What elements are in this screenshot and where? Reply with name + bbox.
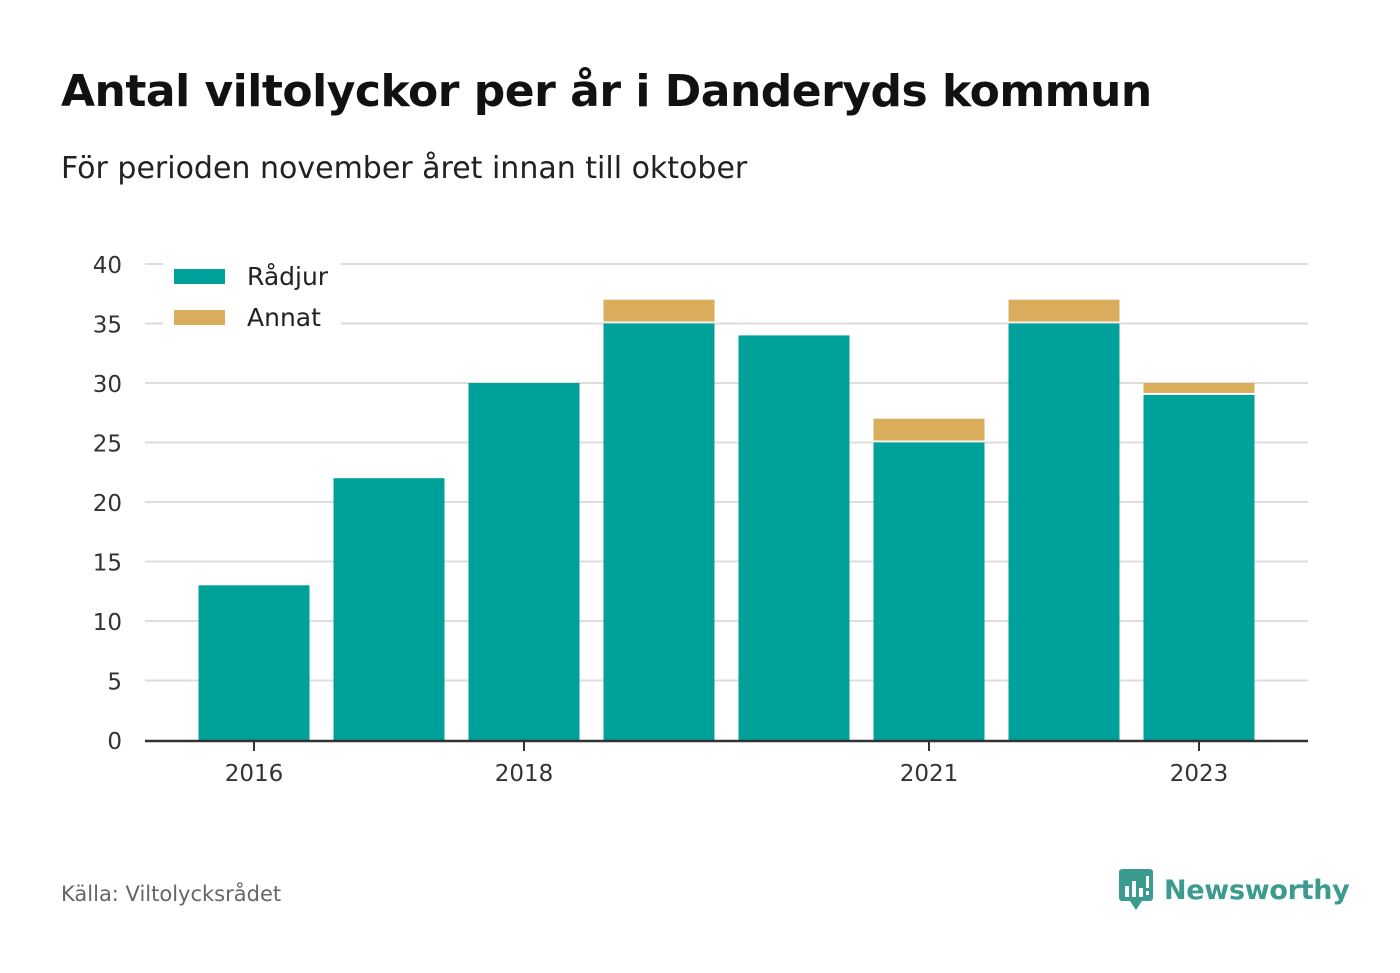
y-tick-label: 5 [107, 670, 122, 696]
bar-radjur-2019 [603, 323, 715, 740]
bar-radjur-2018 [468, 383, 580, 740]
legend-swatch-annat [174, 310, 225, 325]
y-tick-label: 10 [93, 610, 122, 636]
bar-radjur-2016 [198, 585, 310, 740]
source-note: Källa: Viltolycksrådet [61, 882, 282, 906]
y-tick-label: 35 [93, 313, 122, 339]
bar-radjur-2021 [873, 442, 985, 740]
x-tick-label: 2018 [495, 761, 554, 787]
bar-radjur-2022 [1008, 323, 1120, 740]
x-axis-ticks: 2016 2018 2021 2023 [225, 741, 1229, 787]
bar-radjur-2020 [738, 335, 850, 740]
brand-name: Newsworthy [1164, 874, 1350, 906]
bar-annat-2019 [603, 299, 715, 322]
y-tick-label: 25 [93, 432, 122, 458]
bar-annat-2023 [1143, 383, 1255, 393]
bar-radjur-2023 [1143, 394, 1255, 740]
newsworthy-logo-icon [1119, 869, 1153, 910]
legend: Rådjur Annat [163, 258, 341, 338]
chart-subtitle: För perioden november året innan till ok… [61, 151, 748, 186]
x-tick-label: 2023 [1170, 761, 1229, 787]
bar-radjur-2017 [333, 478, 445, 740]
y-tick-label: 15 [93, 551, 122, 577]
y-tick-label: 40 [93, 253, 122, 279]
bar-annat-2022 [1008, 299, 1120, 322]
legend-label-radjur: Rådjur [247, 262, 329, 291]
legend-label-annat: Annat [247, 303, 321, 332]
chart-title: Antal viltolyckor per år i Danderyds kom… [61, 66, 1152, 117]
y-tick-label: 20 [93, 491, 122, 517]
y-tick-label: 30 [93, 372, 122, 398]
bar-annat-2021 [873, 418, 985, 441]
brand: Newsworthy [1118, 868, 1350, 912]
y-axis-tick-labels: 0 5 10 15 20 25 30 35 40 [93, 253, 122, 755]
bars [198, 299, 1255, 740]
y-tick-label: 0 [107, 729, 122, 755]
x-tick-label: 2016 [225, 761, 284, 787]
legend-swatch-radjur [174, 269, 225, 284]
x-tick-label: 2021 [900, 761, 959, 787]
